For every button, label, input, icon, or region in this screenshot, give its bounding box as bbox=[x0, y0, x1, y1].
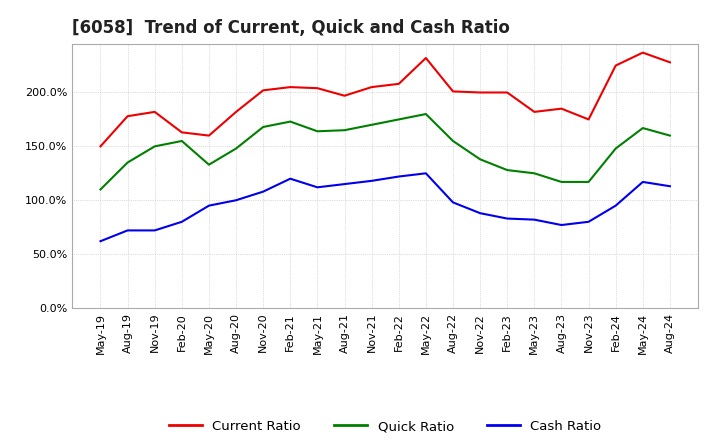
Cash Ratio bbox=[313, 185, 322, 190]
Line: Quick Ratio: Quick Ratio bbox=[101, 114, 670, 190]
Quick Ratio bbox=[449, 138, 457, 143]
Current Ratio bbox=[123, 114, 132, 119]
Cash Ratio bbox=[123, 228, 132, 233]
Quick Ratio bbox=[584, 179, 593, 184]
Cash Ratio bbox=[476, 210, 485, 216]
Current Ratio bbox=[367, 84, 376, 90]
Quick Ratio bbox=[150, 144, 159, 149]
Cash Ratio bbox=[421, 171, 430, 176]
Current Ratio bbox=[665, 60, 674, 65]
Cash Ratio bbox=[449, 200, 457, 205]
Quick Ratio bbox=[611, 146, 620, 151]
Quick Ratio bbox=[341, 128, 349, 133]
Text: [6058]  Trend of Current, Quick and Cash Ratio: [6058] Trend of Current, Quick and Cash … bbox=[72, 19, 510, 37]
Quick Ratio bbox=[204, 162, 213, 167]
Current Ratio bbox=[449, 89, 457, 94]
Quick Ratio bbox=[367, 122, 376, 128]
Current Ratio bbox=[286, 84, 294, 90]
Current Ratio bbox=[557, 106, 566, 111]
Quick Ratio bbox=[421, 111, 430, 117]
Quick Ratio bbox=[557, 179, 566, 184]
Current Ratio bbox=[395, 81, 403, 87]
Cash Ratio bbox=[665, 183, 674, 189]
Line: Cash Ratio: Cash Ratio bbox=[101, 173, 670, 241]
Quick Ratio bbox=[395, 117, 403, 122]
Current Ratio bbox=[259, 88, 268, 93]
Cash Ratio bbox=[232, 198, 240, 203]
Quick Ratio bbox=[232, 146, 240, 151]
Legend: Current Ratio, Quick Ratio, Cash Ratio: Current Ratio, Quick Ratio, Cash Ratio bbox=[163, 415, 607, 439]
Cash Ratio bbox=[259, 189, 268, 194]
Cash Ratio bbox=[150, 228, 159, 233]
Cash Ratio bbox=[557, 222, 566, 227]
Quick Ratio bbox=[476, 157, 485, 162]
Cash Ratio bbox=[178, 219, 186, 224]
Quick Ratio bbox=[665, 133, 674, 138]
Quick Ratio bbox=[178, 138, 186, 143]
Cash Ratio bbox=[286, 176, 294, 181]
Cash Ratio bbox=[584, 219, 593, 224]
Current Ratio bbox=[150, 109, 159, 114]
Current Ratio bbox=[476, 90, 485, 95]
Current Ratio bbox=[204, 133, 213, 138]
Quick Ratio bbox=[530, 171, 539, 176]
Cash Ratio bbox=[639, 179, 647, 184]
Current Ratio bbox=[232, 109, 240, 114]
Cash Ratio bbox=[204, 203, 213, 208]
Current Ratio bbox=[611, 63, 620, 68]
Current Ratio bbox=[503, 90, 511, 95]
Cash Ratio bbox=[503, 216, 511, 221]
Quick Ratio bbox=[123, 160, 132, 165]
Quick Ratio bbox=[639, 125, 647, 131]
Current Ratio bbox=[584, 117, 593, 122]
Quick Ratio bbox=[286, 119, 294, 124]
Current Ratio bbox=[96, 144, 105, 149]
Line: Current Ratio: Current Ratio bbox=[101, 53, 670, 147]
Quick Ratio bbox=[259, 125, 268, 130]
Quick Ratio bbox=[96, 187, 105, 192]
Cash Ratio bbox=[530, 217, 539, 222]
Current Ratio bbox=[313, 85, 322, 91]
Current Ratio bbox=[639, 50, 647, 55]
Current Ratio bbox=[530, 109, 539, 114]
Cash Ratio bbox=[395, 174, 403, 179]
Quick Ratio bbox=[503, 168, 511, 173]
Cash Ratio bbox=[611, 203, 620, 208]
Quick Ratio bbox=[313, 128, 322, 134]
Current Ratio bbox=[178, 130, 186, 135]
Cash Ratio bbox=[96, 238, 105, 244]
Cash Ratio bbox=[367, 178, 376, 183]
Current Ratio bbox=[421, 55, 430, 61]
Current Ratio bbox=[341, 93, 349, 99]
Cash Ratio bbox=[341, 181, 349, 187]
